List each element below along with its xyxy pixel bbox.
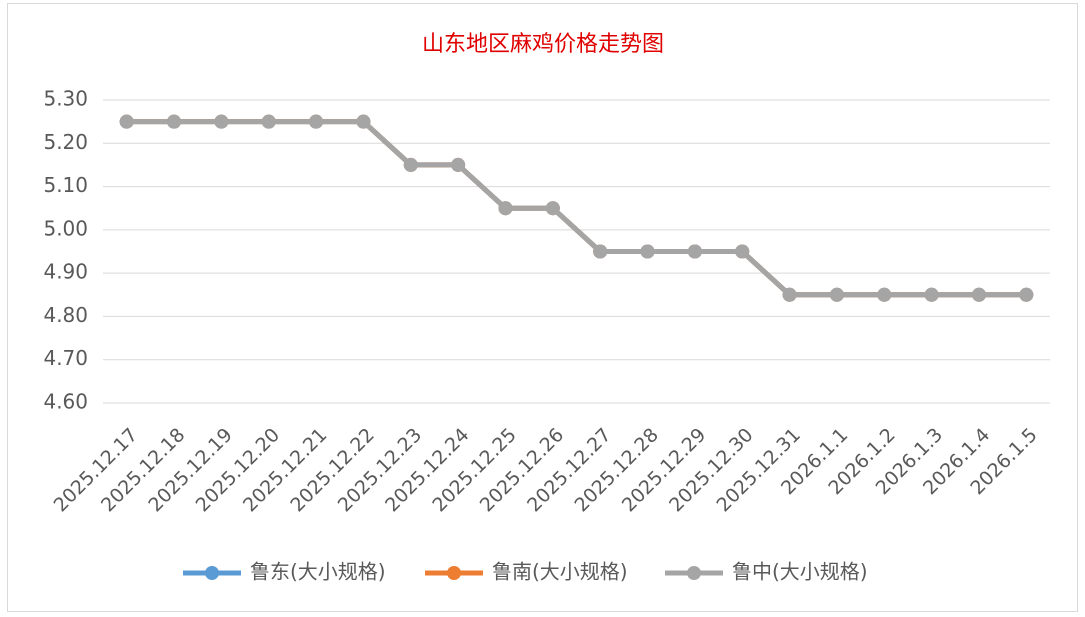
legend-label: 鲁中(大小规格) (732, 560, 868, 584)
point (403, 157, 418, 172)
legend-marker (447, 566, 461, 580)
legend-label: 鲁南(大小规格) (492, 560, 628, 584)
y-tick-label: 4.90 (43, 260, 88, 284)
legend-label: 鲁东(大小规格) (250, 560, 386, 584)
y-tick-label: 5.30 (43, 87, 88, 111)
point (687, 244, 702, 259)
y-tick-label: 4.80 (43, 303, 88, 327)
point (1019, 287, 1034, 302)
y-tick-label: 4.70 (43, 346, 88, 370)
point (971, 287, 986, 302)
point (214, 114, 229, 129)
y-tick-label: 5.00 (43, 216, 88, 240)
point (593, 244, 608, 259)
chart-border (7, 3, 1078, 612)
point (356, 114, 371, 129)
point (167, 114, 182, 129)
legend-marker (205, 566, 219, 580)
point (877, 287, 892, 302)
point (498, 201, 513, 216)
y-tick-label: 4.60 (43, 390, 88, 414)
point (119, 114, 134, 129)
line (126, 119, 1027, 298)
point (782, 287, 797, 302)
chart-title: 山东地区麻鸡价格走势图 (422, 32, 664, 57)
point (640, 244, 655, 259)
y-tick-label: 5.10 (43, 173, 88, 197)
point (545, 201, 560, 216)
y-tick-label: 5.20 (43, 130, 88, 154)
legend-marker (687, 566, 701, 580)
point (309, 114, 324, 129)
point (261, 114, 276, 129)
point (924, 287, 939, 302)
point (451, 157, 466, 172)
point (735, 244, 750, 259)
point (829, 287, 844, 302)
